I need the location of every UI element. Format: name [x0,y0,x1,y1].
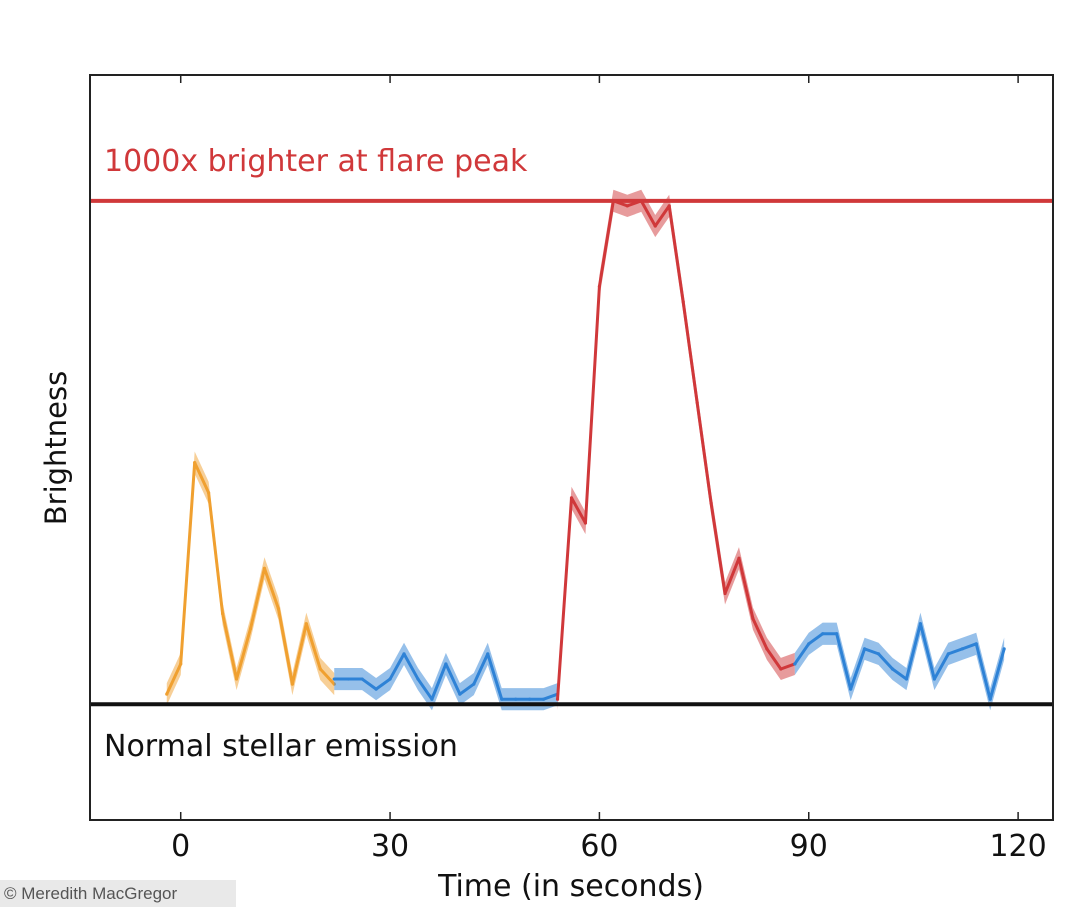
series-2-line [556,199,796,700]
reference-lines: 1000x brighter at flare peak Normal stell… [90,144,1053,764]
series-3-point [807,642,811,646]
series-1-point [458,692,462,696]
series-3-point [946,652,950,656]
series-1-point [514,697,518,701]
series-1-point [388,677,392,681]
series-3-point [960,647,964,651]
series-3-point [890,667,895,671]
photo-credit: © Meredith MacGregor [0,880,236,907]
series-3-point [974,642,978,646]
series-1-point [486,652,490,656]
x-axis-label: Time (in seconds) [437,869,704,904]
series-0-point [234,677,239,681]
x-tick-label: 60 [580,829,618,864]
series-3-point [932,677,936,681]
x-tick-label: 30 [371,829,409,864]
plot-frame [89,74,1054,821]
series-3-point [918,622,923,626]
series-0 [165,451,336,706]
series-3-point [862,647,867,651]
series-3-point [849,687,853,691]
reference-line-label-0: 1000x brighter at flare peak [104,144,528,179]
series-1-point [430,697,434,701]
series-2-point [625,204,629,208]
series-2-point [681,299,685,304]
series-1-point [444,662,448,666]
y-axis-label: Brightness [39,371,73,525]
series-1-point [360,677,364,681]
x-tick-label: 90 [790,829,828,864]
series-2-point [667,204,671,208]
series-1 [332,642,560,711]
series-2-point [653,224,657,228]
series-2-band [557,189,795,711]
series-0-line [165,461,336,695]
series-2-point [555,697,560,701]
series-0-point [276,606,281,611]
series-0-point [220,612,225,616]
series-2-point [695,400,699,404]
series-3-band [794,612,1005,711]
series-2-point [737,556,741,560]
series-1-point [472,682,476,686]
x-axis: 0 30 60 90 120 [171,75,1047,864]
series-3-point [793,662,797,666]
series-2-point [751,617,755,621]
series-1-band [334,642,558,711]
series-1-point [528,697,532,701]
series-3-point [821,632,825,636]
series-2-point [569,496,574,500]
series-1-point [332,677,336,681]
series-1-point [500,697,504,701]
series-0-point [290,682,294,686]
series-0-point [165,692,169,696]
series-3-point [988,697,992,701]
series-2 [555,189,797,711]
series-2-point [779,667,783,671]
series-1-point [346,677,350,681]
x-tick-label: 0 [171,829,190,864]
reference-line-label-1: Normal stellar emission [104,729,458,764]
series-0-point [207,491,211,495]
series-3-point [1002,647,1006,651]
series-0-point [318,667,322,671]
series-2-point [597,284,602,289]
series-1-point [402,652,406,656]
series-3 [793,612,1006,711]
series-0-point [262,566,267,570]
series-2-point [765,647,769,651]
series-2-point [583,521,588,525]
series-layer [165,189,1006,711]
series-3-point [904,677,909,681]
series-2-point [723,591,727,596]
series-0-point [179,662,183,666]
x-tick-label: 120 [989,829,1046,864]
series-1-point [374,687,378,691]
series-3-line [793,622,1006,701]
series-3-point [835,632,839,636]
series-1-point [416,677,420,681]
series-1-point [541,697,546,701]
series-0-point [304,622,308,626]
series-0-point [248,627,253,631]
series-3-point [876,652,881,656]
series-0-point [193,461,197,465]
series-2-point [709,501,713,505]
